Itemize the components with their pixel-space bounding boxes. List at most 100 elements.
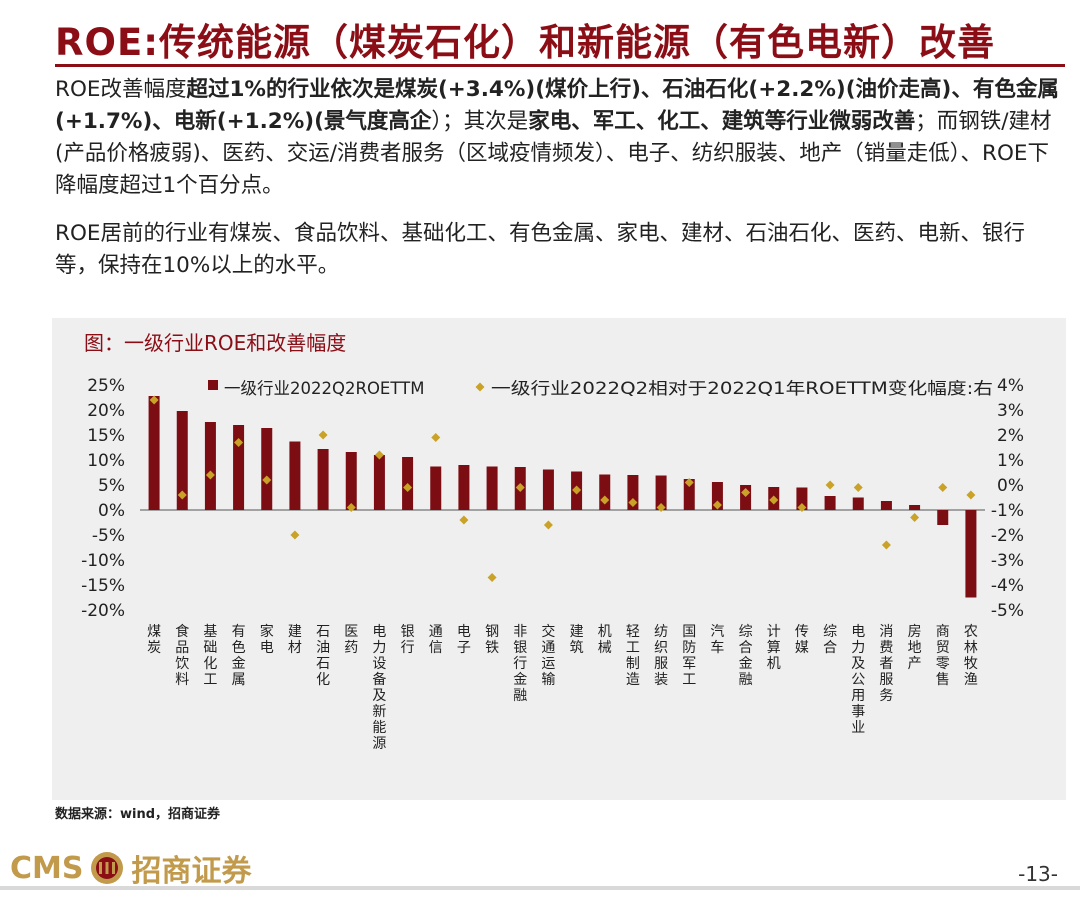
- paragraph-run: ROE改善幅度: [55, 77, 187, 102]
- x-category-label: 农林牧渔: [964, 624, 978, 688]
- bar-roe: [627, 475, 639, 510]
- y-left-tick-label: 0%: [98, 501, 125, 521]
- bar-roe: [683, 479, 695, 510]
- marker-roe-change: [769, 495, 779, 505]
- legend-swatch-bar: [208, 380, 218, 390]
- marker-roe-change: [515, 483, 525, 492]
- legend-label-marker: 一级行业2022Q2相对于2022Q1年ROETTM变化幅度:右: [491, 379, 993, 398]
- cms-emblem-icon: [91, 852, 124, 884]
- marker-roe-change: [431, 433, 441, 442]
- marker-roe-change: [487, 573, 497, 582]
- y-left-tick-label: 10%: [87, 451, 125, 471]
- marker-roe-change: [628, 498, 638, 507]
- marker-roe-change: [262, 475, 272, 485]
- x-category-label: 交通运输: [541, 623, 555, 688]
- logo-text-en: CMS: [10, 850, 84, 886]
- marker-roe-change: [149, 395, 159, 405]
- marker-roe-change: [346, 503, 356, 512]
- marker-roe-change: [572, 485, 582, 495]
- y-left-tick-label: 5%: [98, 476, 125, 496]
- marker-roe-change: [684, 478, 694, 487]
- marker-roe-change: [741, 488, 751, 497]
- x-category-label: 综合: [823, 624, 837, 656]
- x-category-label: 机械: [598, 624, 612, 656]
- marker-roe-change: [374, 450, 384, 460]
- logo-text-cn: 招商证券: [131, 854, 252, 889]
- marker-roe-change: [543, 520, 553, 530]
- chart-caption: 图：一级行业ROE和改善幅度: [84, 331, 347, 355]
- marker-roe-change: [290, 530, 300, 540]
- x-category-label: 煤炭: [147, 624, 161, 656]
- x-category-label: 家电: [260, 623, 274, 656]
- x-category-label: 商贸零售: [936, 624, 950, 688]
- page-number: -13-: [1018, 862, 1058, 886]
- bar-roe: [880, 501, 892, 510]
- y-right-tick-label: -3%: [991, 551, 1024, 571]
- marker-roe-change: [853, 483, 863, 492]
- marker-roe-change: [712, 500, 722, 510]
- x-category-label: 有色金属: [232, 624, 246, 688]
- y-left-tick-label: -5%: [92, 526, 125, 546]
- bar-roe: [289, 441, 301, 510]
- bar-roe: [796, 487, 808, 510]
- bar-roe: [373, 455, 385, 510]
- bar-roe: [486, 466, 498, 510]
- bar-roe: [599, 474, 611, 510]
- bar-roe: [655, 475, 667, 510]
- x-category-label: 轻工制造: [626, 624, 640, 688]
- y-right-tick-label: -1%: [991, 501, 1024, 521]
- y-right-tick-label: 0%: [997, 476, 1024, 496]
- x-category-label: 通信: [429, 624, 443, 656]
- x-category-label: 医药: [344, 624, 358, 656]
- paragraph-run: ；而钢铁/建材(产品价格疲弱)、医药、交运/消费者服务（区域疫情频发）、电子、纺…: [55, 109, 1052, 198]
- x-category-label: 电力及公用事业: [851, 624, 865, 736]
- bar-roe: [430, 466, 442, 510]
- bar-roe: [176, 411, 188, 510]
- y-left-tick-label: -15%: [81, 576, 125, 596]
- marker-roe-change: [825, 480, 835, 490]
- y-right-tick-label: 4%: [997, 376, 1024, 396]
- marker-roe-change: [938, 483, 948, 492]
- bar-roe: [317, 449, 329, 510]
- y-left-tick-label: -10%: [81, 551, 125, 571]
- bar-roe: [345, 452, 357, 510]
- x-category-label: 传媒: [795, 624, 809, 656]
- bar-roe: [740, 485, 752, 510]
- x-category-label: 钢铁: [485, 624, 499, 656]
- x-category-label: 非银行金融: [513, 624, 527, 704]
- x-category-label: 电力设备及新能源: [372, 624, 386, 752]
- x-category-label: 石油石化: [316, 624, 330, 688]
- marker-roe-change: [797, 503, 807, 512]
- bar-roe: [937, 510, 949, 525]
- x-category-label: 纺织服装: [654, 624, 668, 688]
- marker-roe-change: [966, 490, 976, 500]
- paragraph-run: ）；其次是: [431, 109, 529, 134]
- marker-roe-change: [318, 430, 328, 440]
- marker-roe-change: [881, 540, 891, 550]
- paragraph-run: 超过1%的行业依次是煤炭(+3.4%)(煤价上行)、石油石化(+2.2%)(油价…: [55, 77, 1059, 134]
- x-category-label: 综合金融: [739, 624, 753, 688]
- y-left-tick-label: 25%: [87, 376, 125, 396]
- marker-roe-change: [459, 515, 469, 525]
- bar-roe: [711, 482, 723, 510]
- legend-label-bar: 一级行业2022Q2ROETTM: [224, 379, 424, 398]
- x-category-label: 食品饮料: [175, 623, 189, 688]
- summary-paragraph-1: ROE改善幅度超过1%的行业依次是煤炭(+3.4%)(煤价上行)、石油石化(+2…: [55, 74, 1060, 202]
- paragraph-run: 家电、军工、化工、建筑等行业微弱改善: [528, 109, 916, 134]
- x-category-label: 基础化工: [203, 623, 217, 688]
- x-category-label: 汽车: [710, 624, 724, 656]
- x-category-label: 电子: [457, 624, 471, 656]
- bar-roe: [824, 496, 836, 510]
- bar-roe: [204, 422, 216, 510]
- marker-roe-change: [403, 483, 413, 492]
- bar-roe: [965, 510, 977, 598]
- y-right-tick-label: 2%: [997, 426, 1024, 446]
- x-category-label: 建筑: [570, 624, 584, 656]
- x-category-label: 银行: [401, 624, 415, 656]
- marker-roe-change: [177, 490, 187, 500]
- summary-paragraph-2: ROE居前的行业有煤炭、食品饮料、基础化工、有色金属、家电、建材、石油石化、医药…: [55, 221, 1025, 278]
- y-right-tick-label: -2%: [991, 526, 1024, 546]
- chart-panel: [52, 318, 1066, 800]
- y-left-tick-label: -20%: [81, 601, 125, 621]
